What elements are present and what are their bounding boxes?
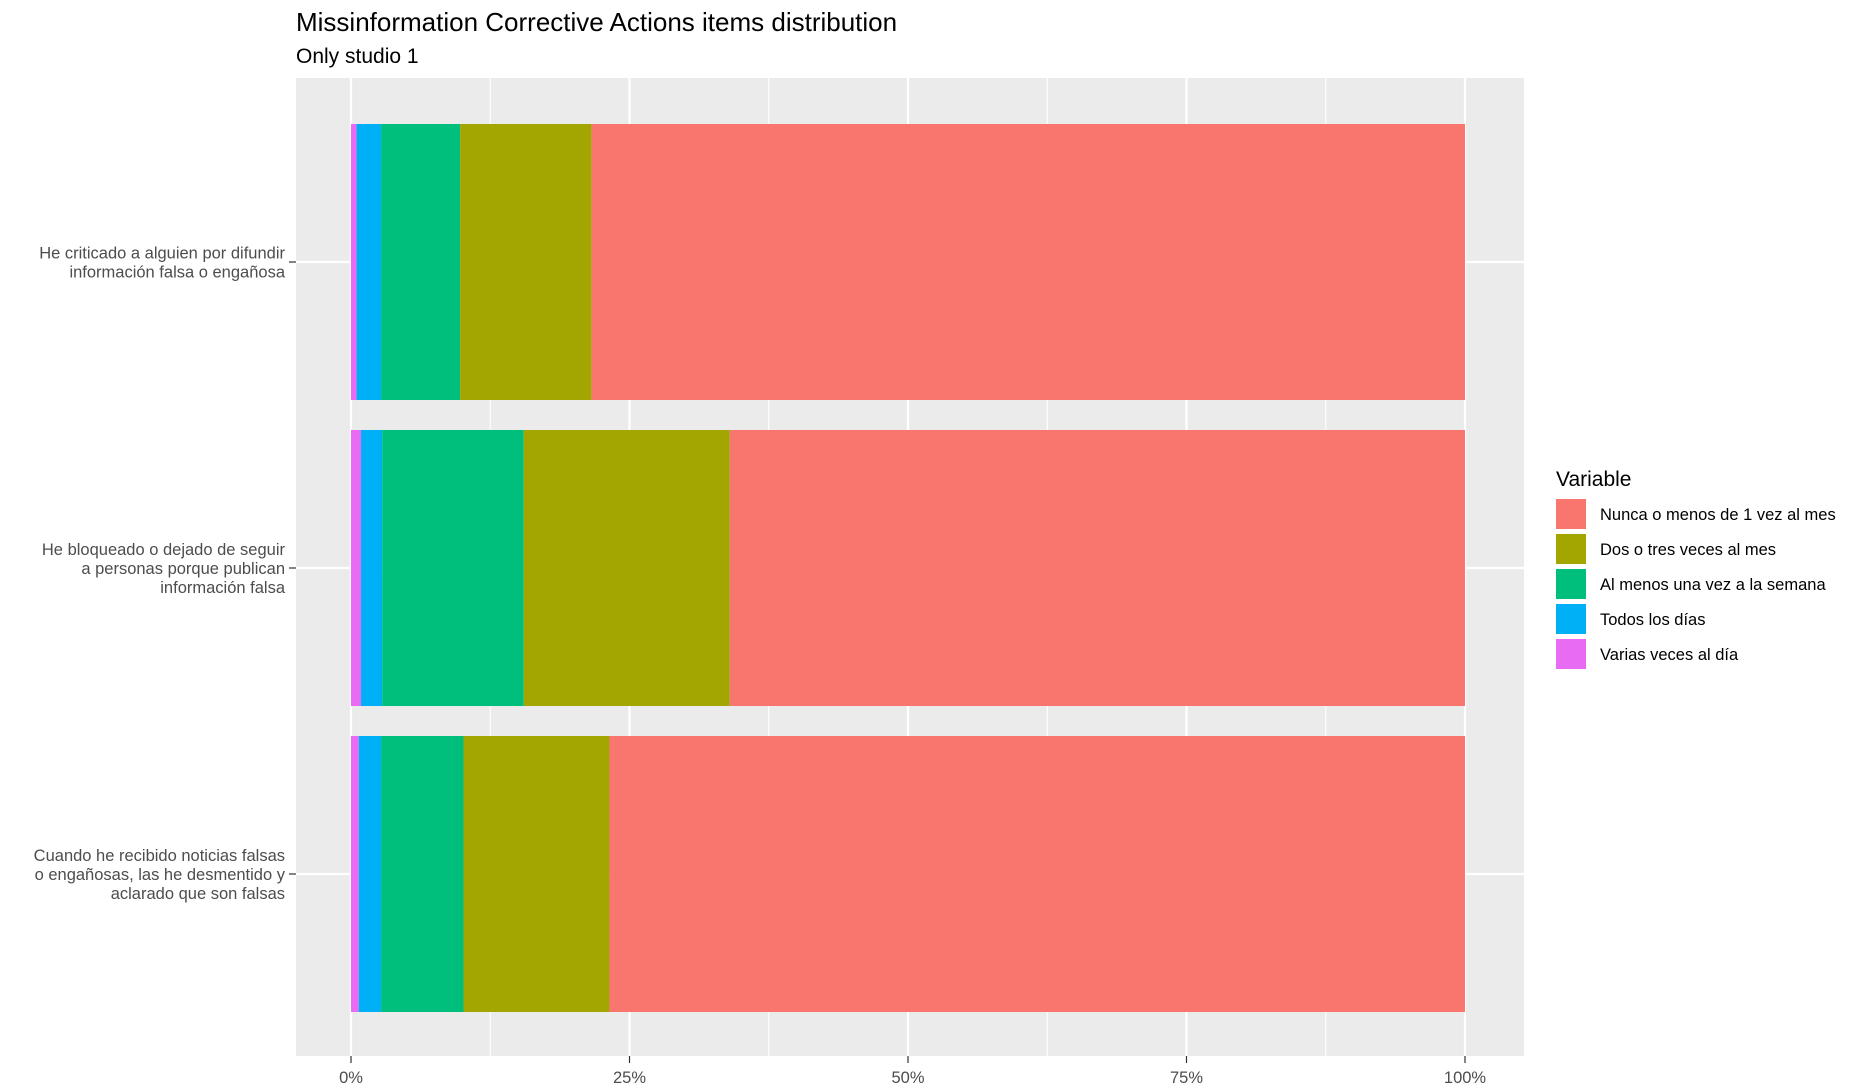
bar-segment xyxy=(523,430,730,706)
legend: Variable Nunca o menos de 1 vez al mes Do… xyxy=(1556,468,1836,669)
bar-segment xyxy=(729,430,1465,706)
bar-segment xyxy=(609,736,1465,1012)
y-tick-label: o engañosas, las he desmentido y xyxy=(35,866,286,884)
bar-segment xyxy=(361,430,383,706)
bars xyxy=(351,124,1465,1012)
legend-label: Varias veces al día xyxy=(1600,646,1739,664)
legend-label: Nunca o menos de 1 vez al mes xyxy=(1600,506,1836,524)
legend-swatch xyxy=(1556,534,1586,564)
y-tick-label: aclarado que son falsas xyxy=(111,885,285,903)
bar-segment xyxy=(351,124,357,400)
y-tick-label: a personas porque publican xyxy=(81,560,285,578)
x-axis: 0% 25% 50% 75% 100% xyxy=(339,1056,1486,1087)
bar-segment xyxy=(381,124,461,400)
x-tick-label: 25% xyxy=(613,1069,646,1087)
x-tick-label: 100% xyxy=(1444,1069,1487,1087)
bar-segment xyxy=(460,124,592,400)
x-tick-label: 0% xyxy=(339,1069,363,1087)
y-tick-label: información falsa o engañosa xyxy=(69,264,285,282)
bar-segment xyxy=(381,736,464,1012)
x-tick-label: 75% xyxy=(1170,1069,1203,1087)
y-tick-label: He criticado a alguien por difundir xyxy=(39,245,285,263)
chart-subtitle: Only studio 1 xyxy=(296,45,419,68)
legend-swatch xyxy=(1556,639,1586,669)
y-tick-label: Cuando he recibido noticias falsas xyxy=(34,847,285,865)
y-tick-label: He bloqueado o dejado de seguir xyxy=(42,541,286,559)
bar-segment xyxy=(463,736,610,1012)
bar-segment xyxy=(358,736,382,1012)
bar-segment xyxy=(382,430,524,706)
legend-swatch xyxy=(1556,604,1586,634)
bar-segment xyxy=(351,430,362,706)
legend-label: Al menos una vez a la semana xyxy=(1600,576,1826,594)
y-tick-label: información falsa xyxy=(160,579,286,597)
x-tick-label: 50% xyxy=(891,1069,924,1087)
bar-segment xyxy=(351,736,359,1012)
bar-segment xyxy=(356,124,382,400)
legend-label: Dos o tres veces al mes xyxy=(1600,541,1776,559)
legend-title: Variable xyxy=(1556,468,1632,491)
legend-swatch xyxy=(1556,499,1586,529)
y-axis: He criticado a alguien por difundirinfor… xyxy=(34,245,296,903)
legend-swatch xyxy=(1556,569,1586,599)
legend-label: Todos los días xyxy=(1600,611,1705,629)
bar-segment xyxy=(591,124,1465,400)
chart-title: Missinformation Corrective Actions items… xyxy=(296,7,897,37)
